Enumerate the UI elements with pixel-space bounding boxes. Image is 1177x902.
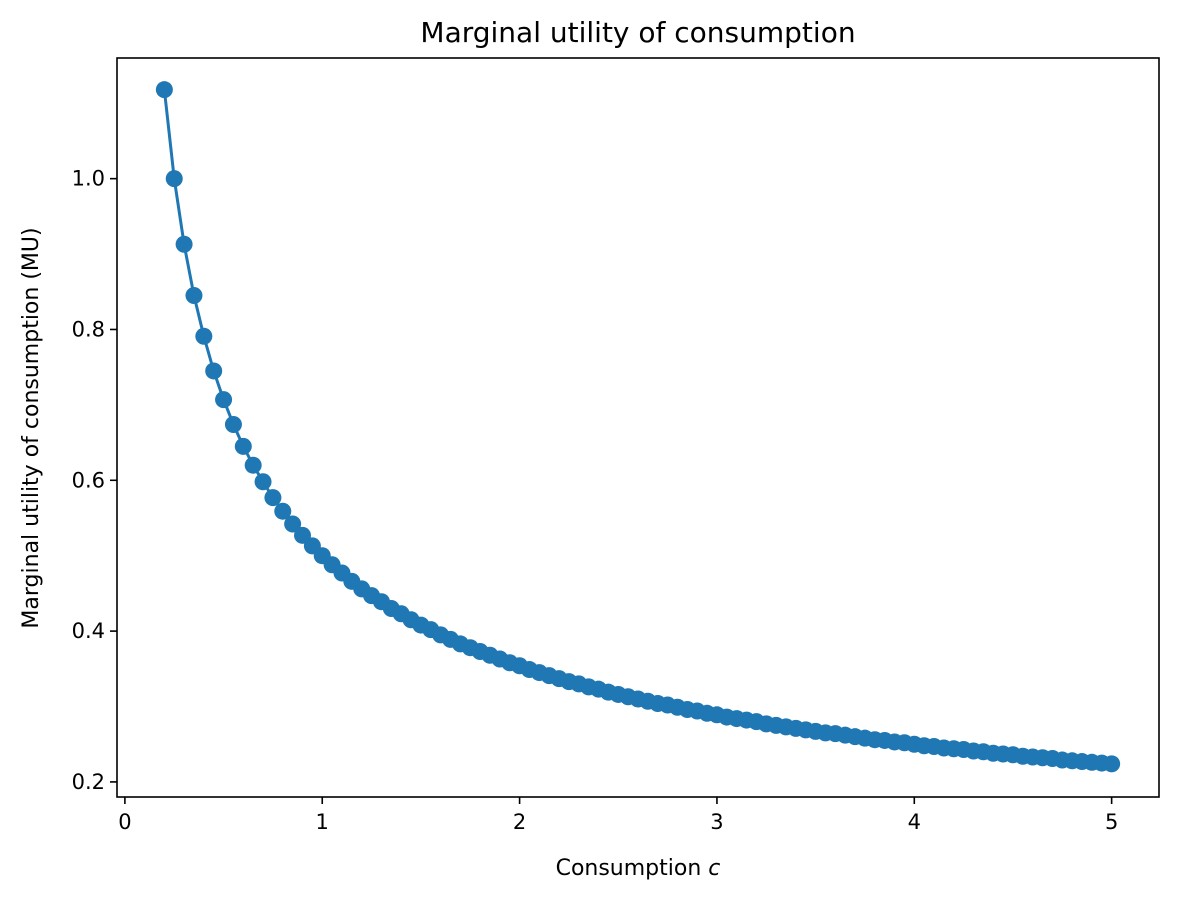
axes-frame [116,57,1160,798]
x-tick-label: 5 [1105,810,1118,834]
data-point [195,327,213,345]
data-point [224,415,242,433]
data-point [1103,755,1121,773]
data-point [165,170,183,188]
data-point [175,235,193,253]
data-point [274,502,292,520]
data-point [284,515,302,533]
y-tick-label: 0.8 [72,317,105,341]
x-axis-label: Consumption c [556,856,721,881]
data-point [185,287,203,305]
y-tick-label: 0.6 [72,468,105,492]
x-tick-label: 4 [908,810,921,834]
data-point [254,473,272,491]
data-point [244,456,262,474]
y-axis: 0.2 0.4 0.6 0.8 1.0 [72,167,117,794]
x-axis-label-text: Consumption [556,856,702,881]
y-axis-label: Marginal utility of consumption (MU) [19,227,44,628]
x-axis-label-variable: c [708,856,720,881]
data-point [155,81,173,99]
plot-area [155,81,1121,773]
x-tick-label: 0 [118,810,131,834]
x-axis: 0 1 2 3 4 5 [118,797,1118,834]
x-tick-label: 2 [513,810,526,834]
data-point [215,391,233,409]
y-tick-label: 1.0 [72,167,105,191]
data-point [264,489,282,507]
y-tick-label: 0.2 [72,770,105,794]
data-point [234,437,252,455]
data-point [205,362,223,380]
y-tick-label: 0.4 [72,619,105,643]
x-tick-label: 1 [316,810,329,834]
chart-title: Marginal utility of consumption [420,16,855,49]
x-tick-label: 3 [710,810,723,834]
